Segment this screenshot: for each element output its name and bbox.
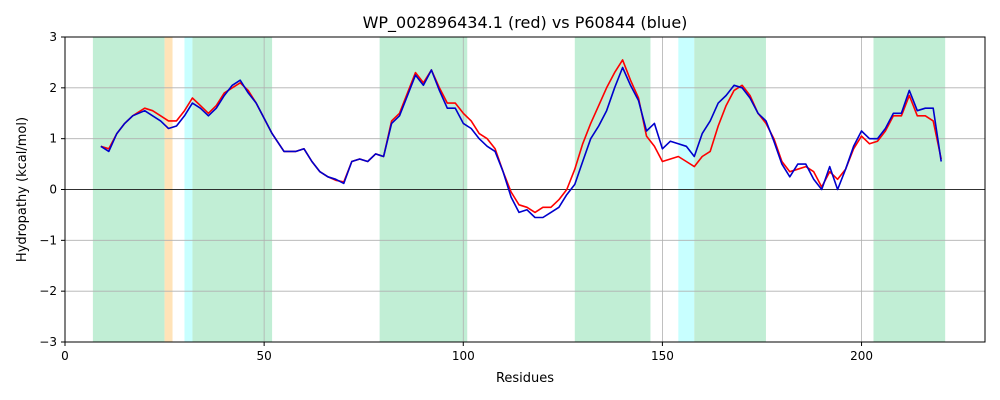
y-tick-label: 0 [49,183,57,197]
y-tick-label: 3 [49,30,57,44]
x-tick-label: 50 [256,349,271,363]
x-tick-label: 200 [850,349,873,363]
x-axis-label: Residues [496,371,554,386]
x-tick-label: 150 [651,349,674,363]
y-tick-label: −1 [39,233,57,247]
y-tick-label: 2 [49,81,57,95]
chart-title: WP_002896434.1 (red) vs P60844 (blue) [363,13,688,33]
y-tick-label: 1 [49,132,57,146]
series-line-blue [100,66,942,219]
x-tick-label: 100 [452,349,475,363]
y-tick-label: −2 [39,284,57,298]
series-lines [100,59,942,219]
axis-ticks: 0 50 100 150 200 −3 −2 −1 0 1 2 3 [39,30,873,363]
y-axis-label: Hydropathy (kcal/mol) [15,117,30,262]
x-tick-label: 0 [61,349,69,363]
y-tick-label: −3 [39,335,57,349]
